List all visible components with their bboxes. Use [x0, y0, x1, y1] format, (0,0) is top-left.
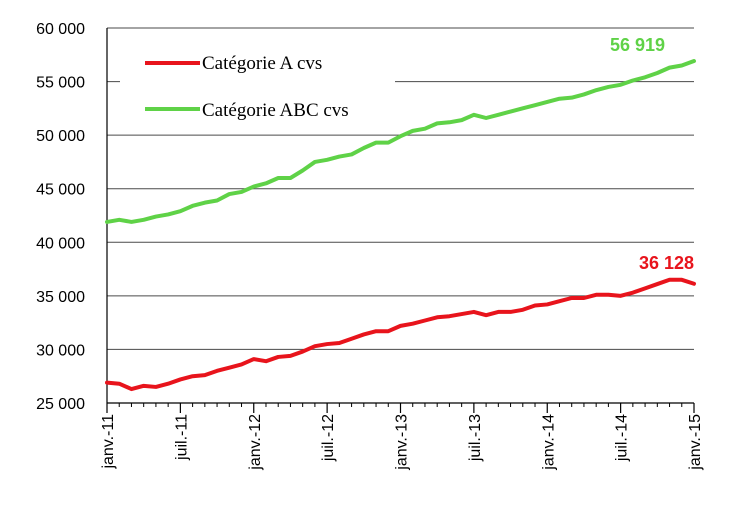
legend: Catégorie A cvs Catégorie ABC cvs: [120, 40, 395, 130]
x-tick-labels: janv.-11 juil.-11 janv.-12 juil.-12 janv.-13…: [100, 414, 704, 471]
x-tick-label: janv.-13: [394, 414, 411, 471]
y-tick-label: 50 000: [36, 128, 85, 145]
legend-label-categorie-abc: Catégorie ABC cvs: [202, 100, 349, 121]
y-tick-label: 30 000: [36, 342, 85, 359]
y-tick-labels: 25 000 30 000 35 000 40 000 45 000 50 000 55 0…: [36, 21, 85, 413]
series-line-categorie-a-cvs: [105, 277, 696, 392]
legend-label-categorie-a: Catégorie A cvs: [202, 53, 322, 74]
legend-box: [120, 40, 395, 130]
x-tick-label: juil.-12: [320, 414, 337, 462]
series-line-categorie-abc-cvs: [105, 59, 696, 224]
x-tick-label: janv.-15: [687, 414, 704, 471]
y-tick-label: 25 000: [36, 396, 85, 413]
series-lines: [105, 59, 696, 392]
x-tick-label: juil.-13: [467, 414, 484, 462]
y-tick-label: 45 000: [36, 182, 85, 199]
end-label-categorie-abc: 56 919: [610, 35, 665, 55]
y-tick-label: 55 000: [36, 75, 85, 92]
x-tick-label: janv.-11: [100, 414, 117, 470]
y-tick-label: 35 000: [36, 289, 85, 306]
x-tick-label: janv.-12: [247, 414, 264, 471]
x-tick-label: janv.-14: [540, 414, 557, 471]
y-tick-label: 40 000: [36, 235, 85, 252]
x-tick-label: juil.-11: [173, 414, 190, 461]
axes: [106, 28, 695, 413]
end-value-labels: 56 919 36 128: [610, 35, 694, 273]
end-label-categorie-a: 36 128: [639, 253, 694, 273]
x-tick-label: juil.-14: [614, 414, 631, 462]
y-tick-label: 60 000: [36, 21, 85, 38]
